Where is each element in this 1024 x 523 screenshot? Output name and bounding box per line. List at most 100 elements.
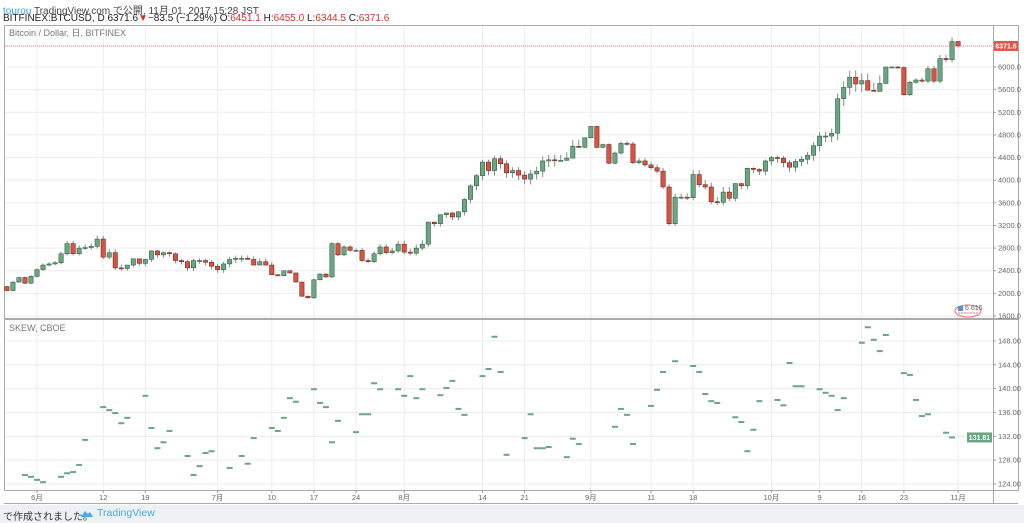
candle <box>654 164 660 174</box>
time-axis[interactable]: 6月 12 19 7月 10 17 24 8月 14 21 9月 11 18 10月 9 16 23 11月 <box>31 490 966 502</box>
candle <box>179 259 184 265</box>
candle-body <box>419 243 425 249</box>
skew-point <box>106 409 113 412</box>
grid <box>5 26 993 490</box>
candle <box>106 249 112 260</box>
skew-point <box>629 443 636 446</box>
candle <box>660 168 666 189</box>
skew-point <box>371 382 378 385</box>
candle-body <box>708 186 714 202</box>
candle-body <box>401 243 407 253</box>
candle-body <box>179 260 184 262</box>
candle-body <box>16 277 22 283</box>
economic-event-marker[interactable]: 6 615 <box>954 304 983 318</box>
skew-point <box>377 388 384 391</box>
candle <box>678 193 684 200</box>
candle <box>40 263 46 271</box>
candle <box>347 245 353 252</box>
price-label: 1600.0 <box>998 312 1021 321</box>
chart-canvas[interactable]: Bitcoin / Dollar, 日, BITFINEX SKEW, CBOE… <box>0 0 1024 505</box>
candle-body <box>558 160 564 162</box>
skew-point <box>27 475 34 478</box>
skew-axis[interactable]: 124.00 128.00 132.00 136.00 140.00 144.00 148.… <box>993 336 1021 489</box>
candle <box>799 156 804 167</box>
candle <box>690 170 696 201</box>
skew-point <box>443 387 450 390</box>
candle <box>570 139 576 159</box>
candle <box>600 143 606 149</box>
candle-body <box>245 258 251 260</box>
candle <box>34 268 40 278</box>
candle-body <box>10 281 16 291</box>
skew-point <box>900 372 907 375</box>
candle <box>413 244 419 256</box>
skew-point <box>798 385 805 388</box>
skew-point <box>250 437 257 440</box>
candle <box>227 256 233 268</box>
candle-body <box>40 264 46 270</box>
candle <box>775 155 780 163</box>
candle-body <box>522 174 528 180</box>
candle-body <box>371 253 377 262</box>
candle <box>811 142 817 161</box>
candle <box>293 272 299 283</box>
skew-point <box>112 412 119 415</box>
candle-body <box>738 183 744 187</box>
candle <box>365 258 371 264</box>
candle-body <box>606 144 612 164</box>
skew-point <box>714 401 721 404</box>
skew-point <box>780 404 787 407</box>
skew-point <box>64 472 71 475</box>
candle <box>100 235 106 260</box>
tradingview-link[interactable]: TradingView <box>80 507 155 519</box>
time-label: 10月 <box>764 493 780 502</box>
candle-body <box>395 243 401 252</box>
candle <box>359 248 365 262</box>
skew-point <box>190 474 197 477</box>
candle-body <box>311 279 317 299</box>
candle <box>407 248 413 256</box>
skew-point <box>310 388 317 391</box>
candle-body <box>377 246 383 255</box>
skew-point <box>527 413 534 416</box>
candle <box>263 258 269 266</box>
main-pane-border <box>4 25 1019 319</box>
skew-label: 128.00 <box>998 456 1021 465</box>
candle-body <box>552 159 558 162</box>
candle <box>209 260 215 270</box>
price-axis[interactable]: 1600.0 2000.0 2400.0 2800.0 3200.0 3600.0 4000… <box>993 63 1021 321</box>
candle <box>817 132 823 152</box>
skew-point <box>816 388 823 391</box>
candle <box>732 183 738 202</box>
candle-body <box>889 66 895 69</box>
candle-body <box>425 221 431 245</box>
candle-body <box>118 267 124 270</box>
skew-series <box>21 326 956 484</box>
candle <box>269 261 275 275</box>
candle <box>606 143 612 165</box>
candle-body <box>582 137 588 148</box>
candle-body <box>762 160 768 172</box>
candle-body <box>191 260 196 269</box>
skew-point <box>184 454 191 457</box>
time-label: 24 <box>352 493 360 502</box>
candle-body <box>492 158 497 171</box>
price-label: 4800.0 <box>998 130 1021 139</box>
candle <box>94 235 100 249</box>
candle-body <box>937 58 943 82</box>
candle-body <box>750 168 756 170</box>
skew-point <box>449 379 456 382</box>
candle-body <box>365 260 371 262</box>
skew-pane-border <box>4 319 1019 491</box>
skew-point <box>533 447 540 450</box>
candle <box>504 160 510 178</box>
author-link[interactable]: tourou <box>3 6 32 17</box>
candle-body <box>64 243 70 255</box>
skew-point <box>864 326 871 329</box>
skew-point <box>316 401 323 404</box>
price-label: 2400.0 <box>998 266 1021 275</box>
candle <box>750 167 756 174</box>
skew-point <box>840 397 847 400</box>
candle <box>859 73 865 93</box>
skew-point <box>870 338 877 341</box>
